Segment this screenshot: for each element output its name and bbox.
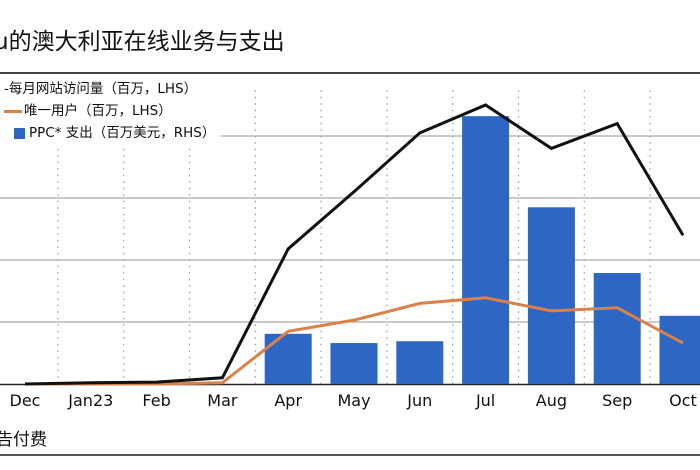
bar-aug bbox=[527, 207, 575, 384]
x-tick-label: Sep bbox=[602, 391, 632, 410]
bar-apr bbox=[264, 333, 312, 384]
legend-label: -每月网站访问量（百万，LHS） bbox=[4, 81, 198, 97]
x-tick-label: Apr bbox=[274, 391, 302, 410]
legend-label: 唯一用户（百万，LHS） bbox=[24, 103, 172, 119]
x-tick-label: Feb bbox=[142, 391, 170, 410]
x-tick-label: Jan23 bbox=[67, 391, 113, 410]
chart-title: u的澳大利亚在线业务与支出 bbox=[0, 29, 285, 55]
x-tick-label: Jul bbox=[475, 391, 495, 410]
legend-swatch-box bbox=[14, 127, 25, 139]
legend-label: PPC* 支出（百万美元，RHS） bbox=[29, 125, 216, 141]
line-series-visits bbox=[24, 103, 685, 386]
bottom-rule bbox=[0, 454, 700, 456]
bar-may bbox=[330, 343, 378, 384]
legend-swatch-line bbox=[4, 109, 22, 113]
bar-jul bbox=[462, 116, 510, 384]
legend: -每月网站访问量（百万，LHS） 唯一用户（百万，LHS） PPC* 支出（百万… bbox=[0, 78, 222, 146]
x-tick-label: Oct bbox=[669, 391, 697, 410]
x-tick-label: May bbox=[337, 391, 370, 410]
x-tick-label: Mar bbox=[207, 391, 238, 410]
x-tick-label: Dec bbox=[10, 391, 41, 410]
x-tick-label: Jun bbox=[406, 391, 432, 410]
bar-oct bbox=[659, 315, 700, 384]
legend-item-ppc: PPC* 支出（百万美元，RHS） bbox=[4, 122, 215, 144]
x-tick-label: Aug bbox=[536, 391, 567, 410]
legend-item-visits: -每月网站访问量（百万，LHS） bbox=[4, 78, 215, 100]
top-rule bbox=[0, 72, 700, 74]
footnote: 告付费 bbox=[0, 430, 47, 450]
bar-sep bbox=[593, 273, 641, 384]
legend-item-unique-users: 唯一用户（百万，LHS） bbox=[4, 100, 215, 122]
bar-jun bbox=[396, 341, 444, 384]
